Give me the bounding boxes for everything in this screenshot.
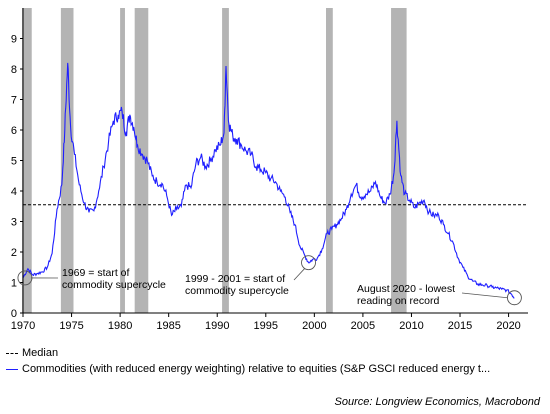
annotation-leader-2 — [461, 292, 508, 299]
annotation-label-0-line-1: commodity supercycle — [62, 279, 166, 291]
y-tick-label-9: 9 — [11, 34, 17, 46]
recession-band-3 — [134, 8, 149, 313]
x-tick-label-5: 1995 — [254, 320, 278, 332]
y-tick-label-4: 4 — [11, 186, 17, 198]
recession-band-0 — [22, 8, 32, 313]
legend-series-swatch — [6, 368, 18, 370]
annotation-label-2-line-1: reading on record — [357, 295, 439, 307]
y-tick-label-7: 7 — [11, 95, 17, 107]
annotation-label-1-line-0: 1999 - 2001 = start of — [185, 273, 285, 285]
y-tick-label-2: 2 — [11, 247, 17, 259]
annotation-label-1-line-1: commodity supercycle — [185, 285, 289, 297]
annotation-leader-1 — [293, 268, 305, 281]
x-tick-label-10: 2020 — [496, 320, 520, 332]
legend-median-swatch — [6, 352, 18, 354]
legend-median: Median — [6, 347, 58, 359]
recession-band-1 — [60, 8, 74, 313]
legend-series: Commodities (with reduced energy weighti… — [6, 363, 490, 375]
y-tick-label-6: 6 — [11, 125, 17, 137]
x-tick-label-4: 1990 — [205, 320, 229, 332]
y-tick-label-8: 8 — [11, 64, 17, 76]
legend-median-label: Median — [22, 347, 59, 359]
annotation-label-2-line-0: August 2020 - lowest — [357, 283, 455, 295]
annotation-circle-1 — [301, 255, 316, 271]
x-tick-label-1: 1975 — [59, 320, 83, 332]
legend-series-label: Commodities (with reduced energy weighti… — [22, 363, 491, 375]
series-line-0 — [22, 62, 515, 299]
recession-band-4 — [222, 8, 229, 313]
y-tick-label-5: 5 — [11, 156, 17, 168]
recession-band-6 — [391, 8, 407, 313]
recession-band-5 — [326, 8, 333, 313]
annotation-circle-2 — [506, 290, 522, 306]
x-tick-label-8: 2010 — [399, 320, 423, 332]
x-tick-label-6: 2000 — [302, 320, 326, 332]
x-tick-label-2: 1980 — [108, 320, 132, 332]
recession-band-2 — [120, 8, 125, 313]
x-tick-label-9: 2015 — [448, 320, 472, 332]
source-note: Source: Longview Economics, Macrobond — [334, 396, 540, 408]
x-tick-label-0: 1970 — [11, 320, 35, 332]
x-tick-label-3: 1985 — [156, 320, 180, 332]
y-tick-label-3: 3 — [11, 217, 17, 229]
y-tick-label-1: 1 — [11, 278, 17, 290]
x-tick-label-7: 2005 — [351, 320, 375, 332]
y-tick-label-0: 0 — [11, 308, 17, 320]
annotation-label-0-line-0: 1969 = start of — [62, 267, 130, 279]
